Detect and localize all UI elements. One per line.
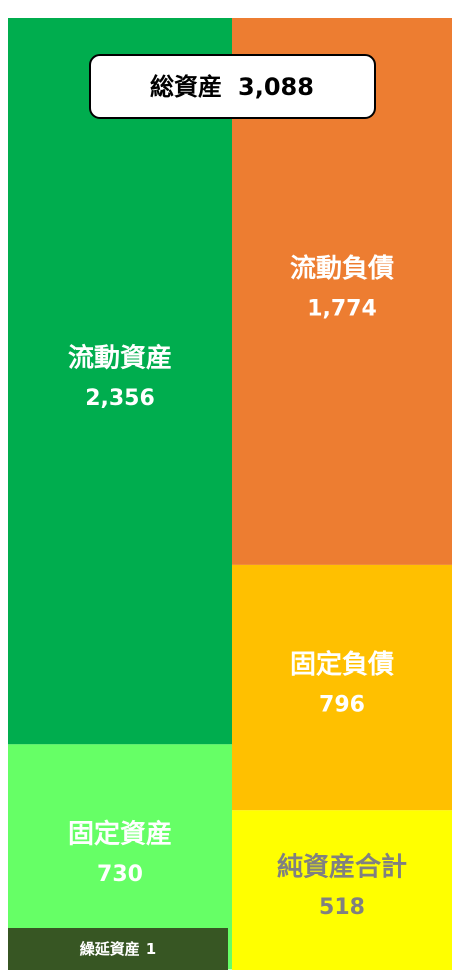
segment (232, 810, 452, 970)
segment-value: 1 (146, 940, 156, 958)
total-label: 総資産 3,088 (150, 73, 314, 101)
segment (8, 928, 228, 970)
total-name: 総資産 (150, 73, 222, 101)
segment-value: 518 (319, 895, 365, 920)
segment-name: 固定負債 (290, 649, 394, 680)
segment-label: 繰延資産 1 (80, 940, 156, 958)
segment-value: 730 (97, 862, 143, 887)
total-box (89, 54, 376, 119)
segment-value: 2,356 (85, 386, 155, 411)
segment-name: 繰延資産 (80, 940, 140, 958)
segments: 流動資産 2,356 固定資産 730 繰延資産 1 流動負債 1,774 固定負債 796 純資産… (8, 18, 452, 970)
total-value: 3,088 (238, 73, 314, 101)
segment (232, 564, 452, 811)
segment-name: 純資産合計 (277, 852, 407, 883)
segment-value: 1,774 (307, 296, 377, 321)
segment-value: 796 (319, 693, 365, 718)
segment-name: 流動資産 (68, 343, 172, 374)
segment-name: 流動負債 (290, 254, 394, 284)
segment (8, 18, 232, 745)
segment-name: 固定資産 (68, 818, 172, 849)
